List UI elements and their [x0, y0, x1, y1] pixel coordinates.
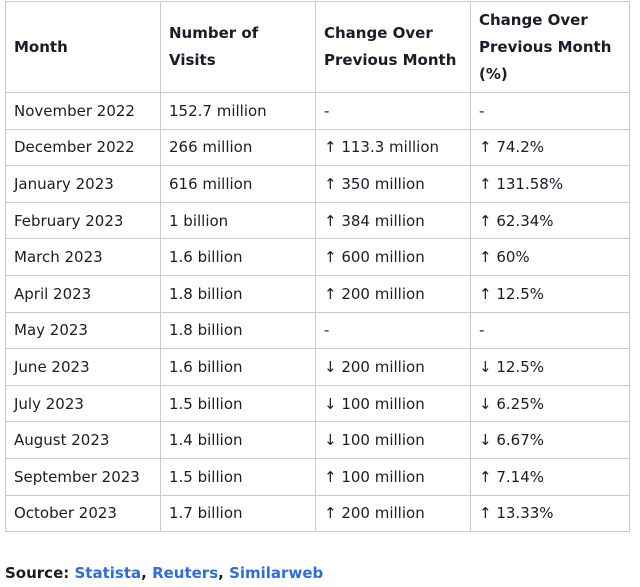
- source-label: Source:: [5, 564, 70, 582]
- source-link-statista[interactable]: Statista: [74, 564, 142, 582]
- header-row: Month Number of Visits Change Over Previ…: [5, 1, 630, 93]
- table-row: June 2023 1.6 billion ↓ 200 million ↓ 12.5%: [5, 348, 630, 386]
- cell-change: -: [315, 311, 471, 350]
- visits-table: Month Number of Visits Change Over Previ…: [5, 1, 630, 533]
- cell-change-percent: -: [470, 311, 630, 350]
- cell-change: ↑ 200 million: [315, 274, 471, 313]
- table-row: July 2023 1.5 billion ↓ 100 million ↓ 6.25%: [5, 384, 630, 423]
- cell-visits: 1.4 billion: [160, 421, 316, 459]
- cell-month: March 2023: [5, 238, 161, 276]
- cell-month: June 2023: [5, 348, 161, 386]
- cell-change: ↑ 350 million: [315, 165, 471, 203]
- cell-month: February 2023: [5, 201, 161, 240]
- cell-visits: 152.7 million: [160, 92, 316, 130]
- cell-change: ↓ 200 million: [315, 348, 471, 386]
- cell-month: September 2023: [5, 457, 161, 496]
- cell-month: January 2023: [5, 165, 161, 203]
- table-header: Month Number of Visits Change Over Previ…: [5, 1, 630, 93]
- cell-change: ↑ 600 million: [315, 238, 471, 276]
- cell-change-percent: ↓ 12.5%: [470, 348, 630, 386]
- cell-change: ↓ 100 million: [315, 421, 471, 459]
- source-separator: ,: [141, 564, 147, 582]
- cell-change: ↑ 113.3 million: [315, 128, 471, 167]
- cell-change-percent: ↓ 6.25%: [470, 384, 630, 423]
- cell-change-percent: ↑ 131.58%: [470, 165, 630, 203]
- cell-visits: 266 million: [160, 128, 316, 167]
- cell-change-percent: ↓ 6.67%: [470, 421, 630, 459]
- table-row: February 2023 1 billion ↑ 384 million ↑ 62.…: [5, 201, 630, 240]
- cell-visits: 1.8 billion: [160, 274, 316, 313]
- cell-change-percent: ↑ 12.5%: [470, 274, 630, 313]
- cell-change-percent: ↑ 7.14%: [470, 457, 630, 496]
- source-line: Source: Statista, Reuters, Similarweb: [5, 564, 323, 582]
- table-row: December 2022 266 million ↑ 113.3 million ↑…: [5, 128, 630, 167]
- cell-change-percent: ↑ 62.34%: [470, 201, 630, 240]
- cell-visits: 1.5 billion: [160, 384, 316, 423]
- cell-month: October 2023: [5, 494, 161, 533]
- table-row: August 2023 1.4 billion ↓ 100 million ↓ 6.6…: [5, 421, 630, 459]
- cell-change-percent: ↑ 74.2%: [470, 128, 630, 167]
- header-number-of-visits: Number of Visits: [160, 1, 316, 93]
- source-separator: ,: [218, 564, 224, 582]
- table-row: May 2023 1.8 billion - -: [5, 311, 630, 350]
- cell-month: May 2023: [5, 311, 161, 350]
- table-row: January 2023 616 million ↑ 350 million ↑ 13…: [5, 165, 630, 203]
- cell-visits: 1.6 billion: [160, 238, 316, 276]
- cell-visits: 1.8 billion: [160, 311, 316, 350]
- cell-change: ↑ 100 million: [315, 457, 471, 496]
- cell-visits: 1 billion: [160, 201, 316, 240]
- table-row: April 2023 1.8 billion ↑ 200 million ↑ 12.5…: [5, 274, 630, 313]
- table-row: March 2023 1.6 billion ↑ 600 million ↑ 60%: [5, 238, 630, 276]
- header-change-percent: Change Over Previous Month (%): [470, 1, 630, 93]
- header-change: Change Over Previous Month: [315, 1, 471, 93]
- cell-month: December 2022: [5, 128, 161, 167]
- cell-change: ↓ 100 million: [315, 384, 471, 423]
- header-month: Month: [5, 1, 161, 93]
- cell-change-percent: ↑ 60%: [470, 238, 630, 276]
- cell-month: November 2022: [5, 92, 161, 130]
- cell-visits: 1.5 billion: [160, 457, 316, 496]
- table-row: November 2022 152.7 million - -: [5, 92, 630, 130]
- table-body: November 2022 152.7 million - - December 202…: [5, 92, 630, 533]
- table-row: September 2023 1.5 billion ↑ 100 million ↑ …: [5, 457, 630, 496]
- cell-change-percent: -: [470, 92, 630, 130]
- cell-change: ↑ 200 million: [315, 494, 471, 533]
- cell-month: August 2023: [5, 421, 161, 459]
- cell-month: April 2023: [5, 274, 161, 313]
- source-link-similarweb[interactable]: Similarweb: [229, 564, 324, 582]
- cell-change: ↑ 384 million: [315, 201, 471, 240]
- cell-month: July 2023: [5, 384, 161, 423]
- source-link-reuters[interactable]: Reuters: [152, 564, 219, 582]
- table-row: October 2023 1.7 billion ↑ 200 million ↑ 13…: [5, 494, 630, 533]
- cell-change-percent: ↑ 13.33%: [470, 494, 630, 533]
- cell-visits: 1.6 billion: [160, 348, 316, 386]
- cell-visits: 1.7 billion: [160, 494, 316, 533]
- cell-visits: 616 million: [160, 165, 316, 203]
- cell-change: -: [315, 92, 471, 130]
